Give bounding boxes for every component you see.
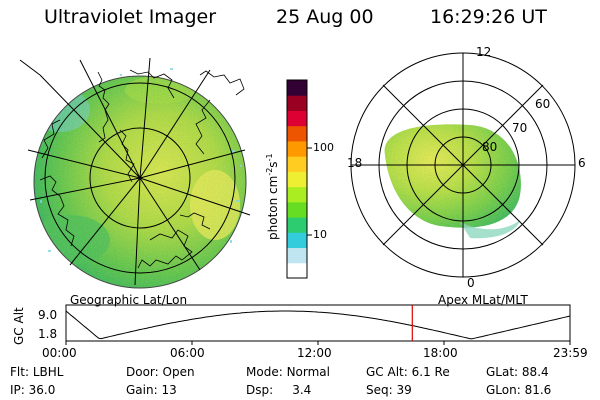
mlt-label-dusk: 18 <box>347 156 363 170</box>
timeline-ymax: 9.0 <box>38 308 58 322</box>
timeline-tick-0000: 00:00 <box>42 346 77 360</box>
status-seq: Seq: 39 <box>366 383 412 397</box>
status-door: Door: Open <box>126 365 195 379</box>
colorbar-segment <box>287 217 307 233</box>
colorbar-segment <box>287 247 307 264</box>
geographic-grid <box>19 57 251 289</box>
status-ip: IP: 36.0 <box>10 383 56 397</box>
status-gain: Gain: 13 <box>126 383 177 397</box>
coastlines <box>39 69 245 269</box>
timeline-ticks <box>65 341 571 345</box>
mlat-label-70: 70 <box>512 121 528 135</box>
instrument-title: Ultraviolet Imager <box>44 6 217 28</box>
apex-panel-label: Apex MLat/MLT <box>438 293 528 307</box>
observation-time: 16:29:26 UT <box>430 6 547 28</box>
aurora-image-geographic <box>34 76 246 288</box>
altitude-timeline <box>65 304 571 345</box>
status-filter: Flt: LBHL <box>10 365 64 379</box>
colorbar-segment <box>287 95 307 111</box>
colorbar-tick-10: 10 <box>313 228 327 241</box>
status-mode: Mode: Normal <box>246 365 330 379</box>
status-glon: GLon: 81.6 <box>486 383 552 397</box>
mlat-label-60: 60 <box>535 97 551 111</box>
timeline-tick-1200: 12:00 <box>297 346 332 360</box>
status-gc-alt: GC Alt: 6.1 Re <box>366 365 450 379</box>
colorbar-segment <box>287 140 307 157</box>
mlt-label-dawn: 6 <box>578 156 586 170</box>
colorbar-segment <box>287 171 307 188</box>
timeline-tick-1800: 18:00 <box>423 346 458 360</box>
edge-speckles <box>40 68 242 252</box>
status-glat: GLat: 88.4 <box>486 365 549 379</box>
colorbar-segment <box>287 201 307 218</box>
colorbar-unit-label: photon cm-2s-1 <box>265 153 280 240</box>
mlat-label-80: 80 <box>482 140 498 154</box>
observation-date: 25 Aug 00 <box>276 6 374 28</box>
colorbar-segment <box>287 232 307 249</box>
timeline-tick-2359: 23:59 <box>553 346 588 360</box>
apex-grid <box>350 52 576 278</box>
timeline-ymin: 1.8 <box>38 327 58 341</box>
colorbar-segment <box>287 110 307 127</box>
colorbar-tick-100: 100 <box>313 141 334 154</box>
timeline-ylabel: GC Alt <box>12 307 26 345</box>
timeline-tick-0600: 06:00 <box>170 346 205 360</box>
color-scale-bar <box>286 79 312 279</box>
geographic-panel-label: Geographic Lat/Lon <box>70 293 188 307</box>
colorbar-segment <box>287 156 307 172</box>
colorbar-segment <box>287 80 307 96</box>
aurora-image-apex <box>384 124 521 239</box>
mlt-label-midnight: 0 <box>467 276 475 290</box>
status-dsp: Dsp: 3.4 <box>246 383 312 397</box>
colorbar-segment <box>287 125 307 142</box>
colorbar-segment <box>287 262 307 279</box>
mlt-label-noon: 12 <box>476 45 492 59</box>
colorbar-segment <box>287 186 307 203</box>
